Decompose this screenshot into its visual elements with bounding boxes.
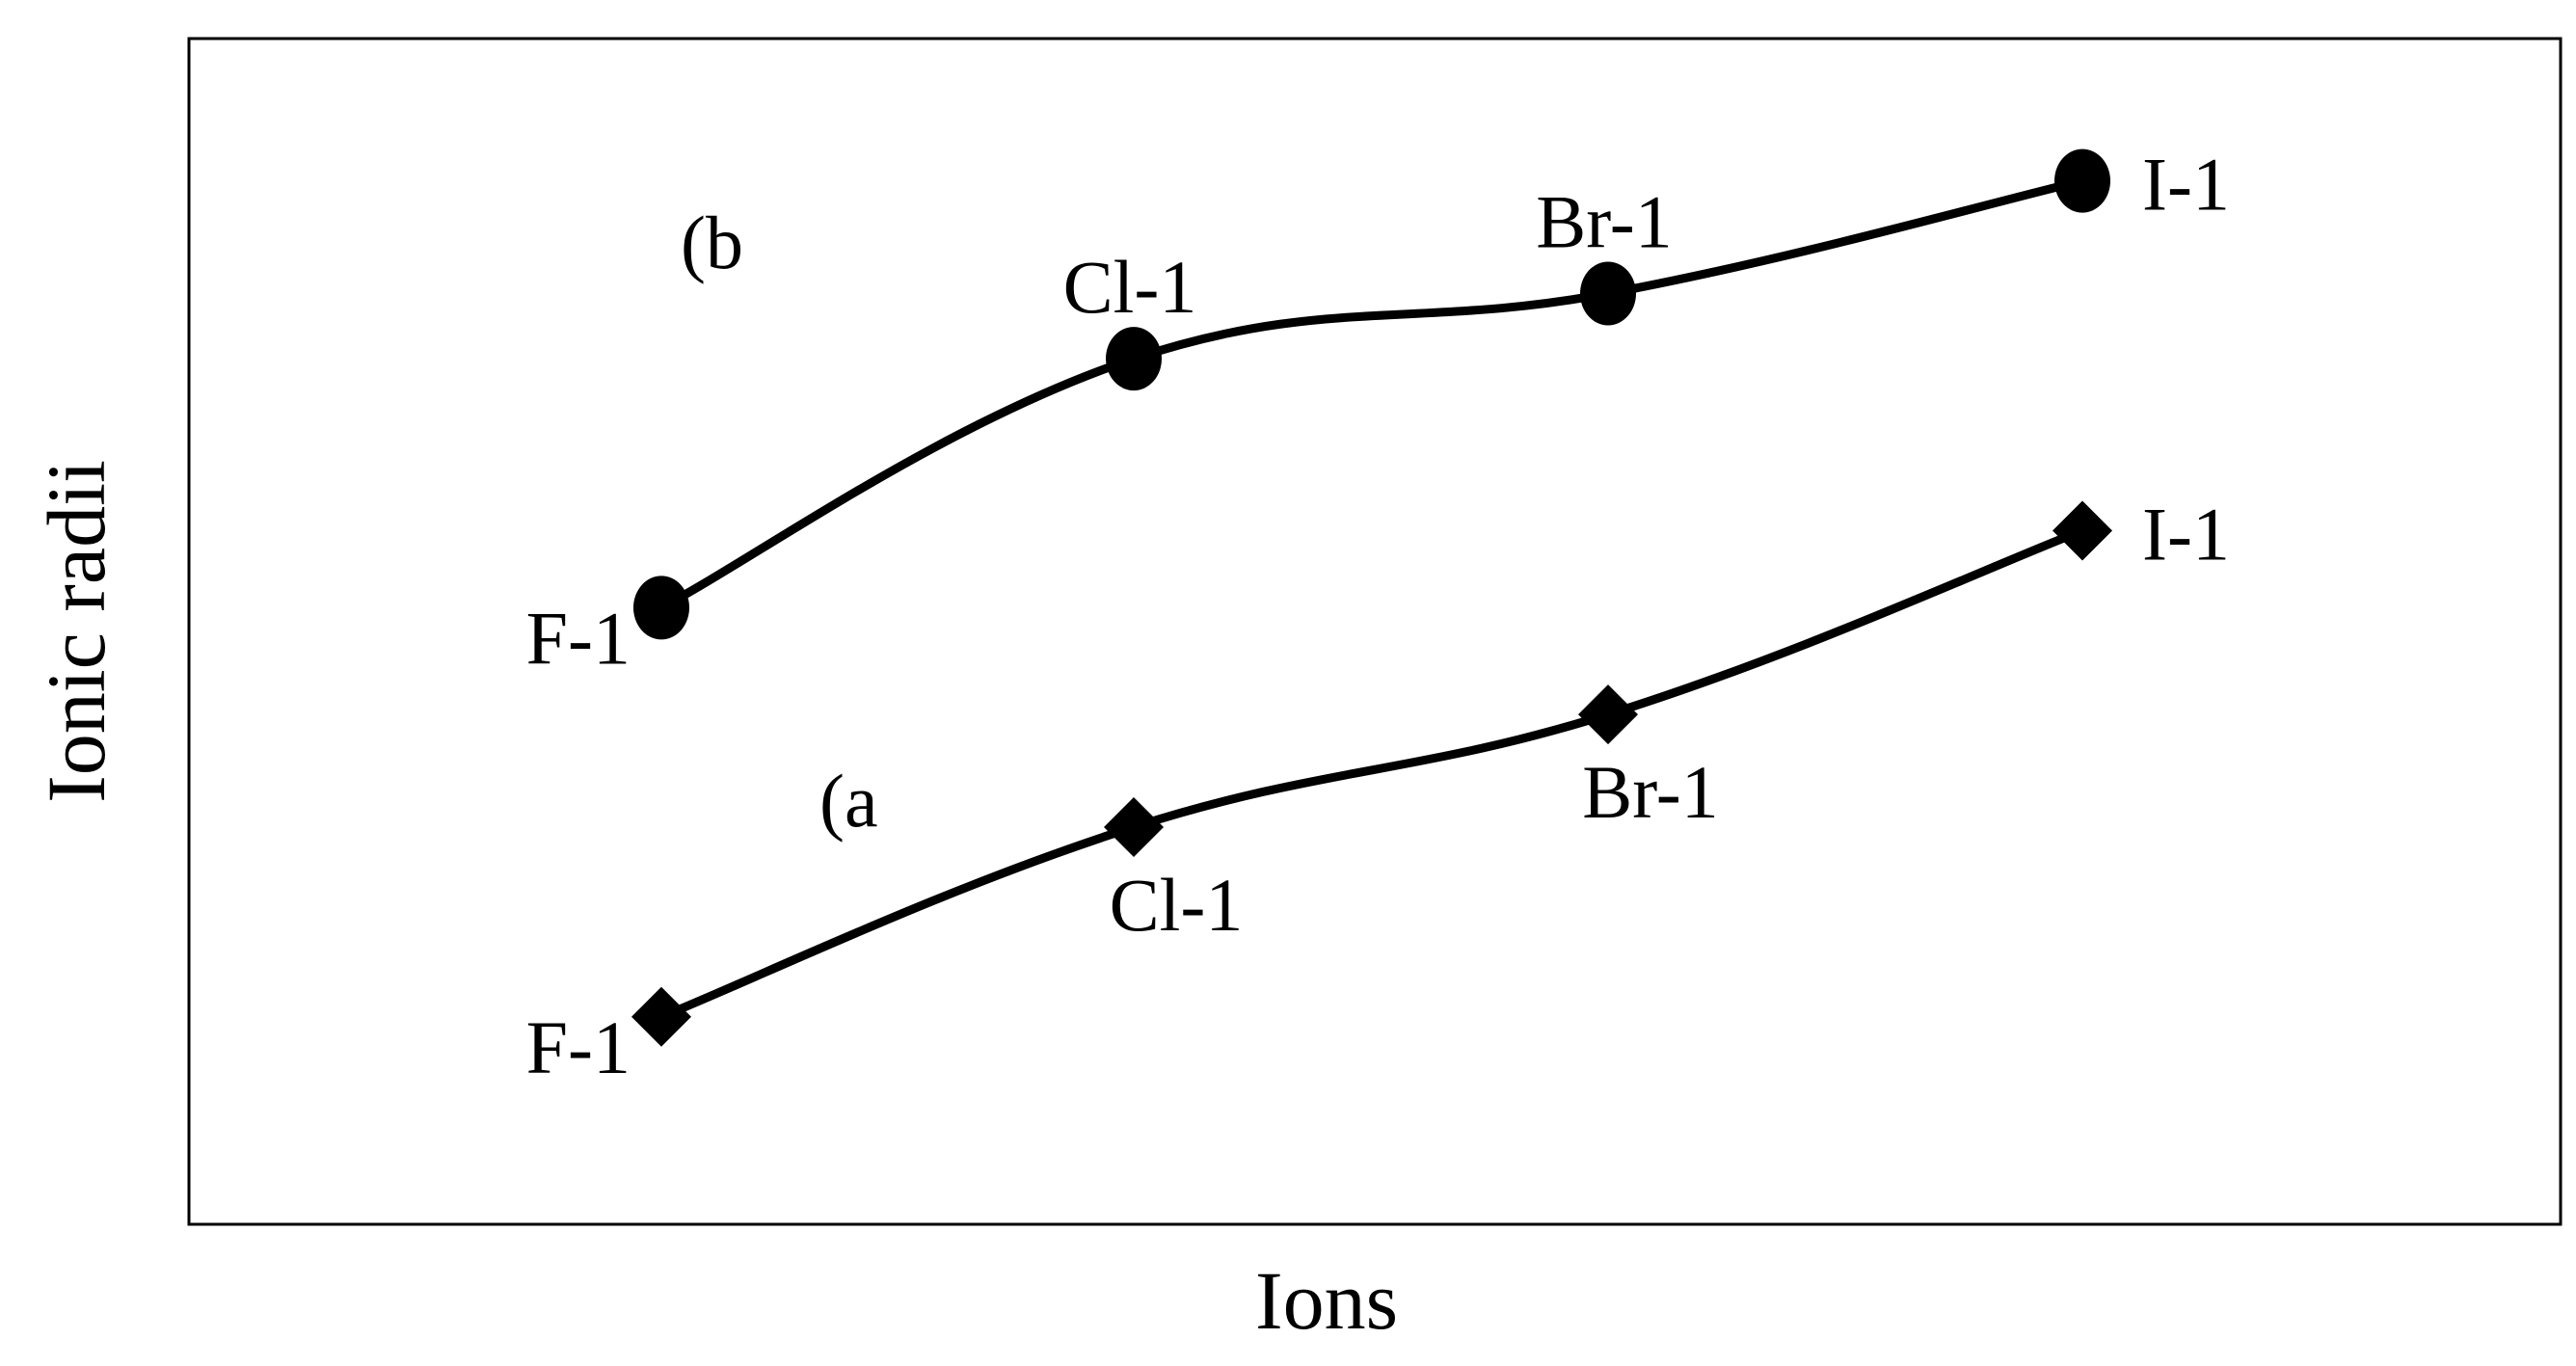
- data-point-circle: [633, 576, 689, 640]
- plot-frame: [187, 37, 2563, 1226]
- series-2: F-1 Cl-1 Br-1 I-1 (a: [526, 492, 2230, 1088]
- series-1: F-1 Cl-1 Br-1 I-1 (b: [526, 143, 2230, 681]
- data-point-circle: [1106, 327, 1162, 391]
- data-label: F-1: [526, 596, 631, 680]
- data-label: I-1: [2142, 143, 2230, 227]
- data-point-circle: [1580, 261, 1636, 326]
- series-line: [657, 176, 2087, 612]
- data-point-diamond: [631, 986, 691, 1047]
- data-label: Cl-1: [1063, 245, 1197, 329]
- series-layer: F-1 Cl-1 Br-1 I-1 (b F-1 Cl-1 Br-1 I-1 (a: [526, 143, 2230, 1089]
- data-point-circle: [2054, 148, 2110, 213]
- data-label: Br-1: [1536, 179, 1672, 263]
- data-label: I-1: [2142, 492, 2230, 576]
- x-axis-title: Ions: [1255, 1254, 1398, 1347]
- data-point-diamond: [2053, 500, 2112, 561]
- data-point-diamond: [1104, 796, 1164, 857]
- data-label: F-1: [526, 1005, 631, 1089]
- series-line: [657, 525, 2087, 1022]
- y-axis-title: Ionic radii: [30, 460, 122, 803]
- data-label: Br-1: [1582, 750, 1718, 834]
- data-point-diamond: [1578, 684, 1638, 745]
- series-tag: (b: [681, 201, 743, 284]
- data-label: Cl-1: [1110, 863, 1244, 947]
- series-tag: (a: [819, 759, 878, 843]
